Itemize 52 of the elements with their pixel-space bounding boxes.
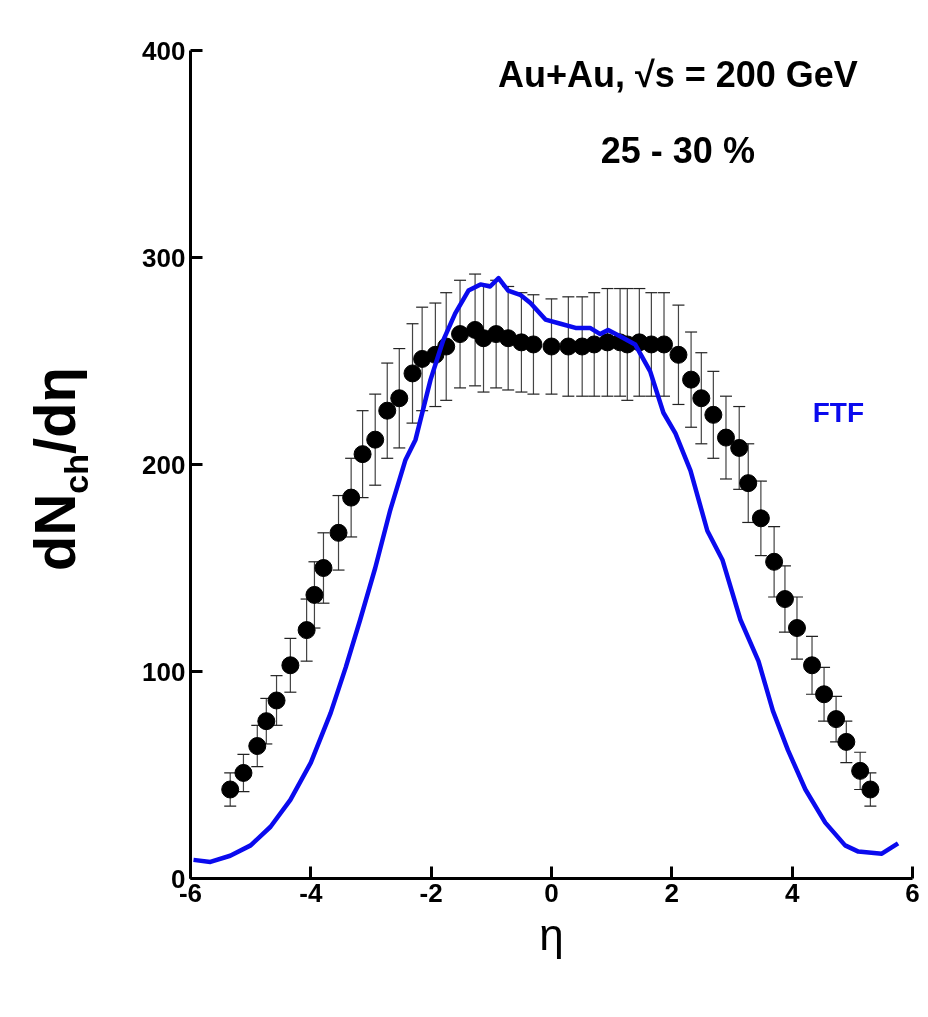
line-series <box>191 275 901 865</box>
x-tick-label: 4 <box>784 877 800 908</box>
text: 25 - 30 % <box>600 130 755 171</box>
x-tick-label: -4 <box>299 877 323 908</box>
point <box>390 389 409 408</box>
x-tick-label: -2 <box>419 877 443 908</box>
point <box>775 590 794 609</box>
y-tick-label: 300 <box>142 242 186 273</box>
chart-title: Au+Au, √s = 200 GeV <box>497 54 858 95</box>
point <box>837 732 856 751</box>
point <box>765 552 784 571</box>
point <box>851 761 870 780</box>
point <box>827 710 846 729</box>
point <box>342 488 361 507</box>
point <box>403 364 422 383</box>
point <box>366 430 385 449</box>
x-axis-title: η <box>539 909 564 959</box>
point <box>329 523 348 542</box>
point <box>542 337 561 356</box>
point <box>524 335 543 354</box>
point <box>305 585 324 604</box>
point <box>682 370 701 389</box>
y-tick-label: 400 <box>142 35 186 66</box>
point <box>257 712 276 731</box>
point <box>353 445 372 464</box>
point <box>739 474 758 493</box>
point <box>730 438 749 457</box>
point <box>716 428 735 447</box>
y-tick-label: 100 <box>142 656 186 687</box>
x-tick-label: 0 <box>544 877 559 908</box>
point <box>267 691 286 710</box>
text: FTF <box>812 397 865 429</box>
point <box>669 345 688 364</box>
point <box>451 325 470 344</box>
point <box>751 509 770 528</box>
point <box>314 559 333 577</box>
point <box>861 780 880 799</box>
point <box>655 335 674 354</box>
point <box>787 619 806 638</box>
point <box>234 763 253 782</box>
point <box>803 656 822 675</box>
y-tick-label: 200 <box>142 449 186 480</box>
point <box>704 405 723 424</box>
x-tick-label: 6 <box>905 877 920 908</box>
point <box>378 401 397 420</box>
x-tick-label: 2 <box>664 877 680 908</box>
point <box>221 780 240 799</box>
point <box>281 656 300 675</box>
point <box>248 737 267 755</box>
point <box>815 685 834 704</box>
point <box>692 389 711 408</box>
point <box>297 621 316 640</box>
